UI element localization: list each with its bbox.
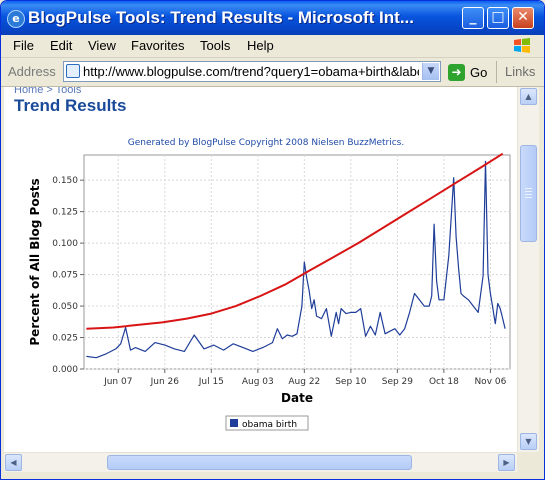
windows-logo-icon (514, 38, 530, 53)
links-button[interactable]: Links (505, 64, 536, 79)
x-tick-label: Aug 22 (288, 377, 320, 387)
menu-view[interactable]: View (88, 38, 116, 53)
page-icon (66, 64, 80, 78)
y-axis-label: Percent of All Blog Posts (28, 178, 42, 345)
title-bar[interactable]: e BlogPulse Tools: Trend Results - Micro… (1, 1, 544, 35)
menu-edit[interactable]: Edit (50, 38, 73, 53)
breadcrumb[interactable]: Home > Tools (14, 87, 82, 96)
scroll-right-button[interactable]: ▶ (498, 454, 515, 471)
menu-help[interactable]: Help (247, 38, 274, 53)
scroll-down-button[interactable]: ▼ (520, 433, 537, 450)
x-tick-label: Nov 06 (474, 377, 506, 387)
legend-swatch (230, 419, 238, 427)
address-url[interactable]: http://www.blogpulse.com/trend?query1=ob… (83, 64, 419, 79)
horizontal-scrollbar[interactable]: ◀ ▶ (4, 452, 517, 472)
window-title: BlogPulse Tools: Trend Results - Microso… (28, 8, 414, 27)
menu-favorites[interactable]: Favorites (131, 38, 185, 53)
menu-tools[interactable]: Tools (200, 38, 231, 53)
y-tick-label: 0.050 (52, 302, 78, 312)
status-bar (1, 472, 544, 479)
address-bar: Address http://www.blogpulse.com/trend?q… (1, 58, 544, 87)
y-tick-label: 0.100 (52, 239, 78, 249)
chart-subtitle: Generated by BlogPulse Copyright 2008 Ni… (128, 138, 404, 148)
page-title: Trend Results (14, 96, 127, 115)
chevron-down-icon[interactable]: ▼ (422, 63, 439, 80)
vertical-scrollbar[interactable]: ▲ ▼ (517, 87, 539, 452)
x-tick-label: Jun 07 (103, 377, 132, 387)
y-tick-label: 0.150 (52, 176, 78, 186)
trend-curve-line (86, 152, 504, 330)
y-tick-label: 0.075 (52, 271, 78, 281)
scrollbar-corner (517, 452, 539, 472)
legend-label: obama birth (242, 420, 297, 430)
legend: obama birth (225, 415, 309, 431)
maximize-button[interactable]: □ (487, 7, 509, 29)
plot-area (83, 154, 511, 370)
trend-chart: Generated by BlogPulse Copyright 2008 Ni… (28, 138, 511, 431)
vertical-scroll-thumb[interactable] (520, 145, 537, 242)
x-tick-label: Sep 10 (335, 377, 367, 387)
horizontal-scroll-thumb[interactable] (107, 455, 412, 470)
address-input[interactable]: http://www.blogpulse.com/trend?query1=ob… (63, 61, 441, 82)
scroll-up-button[interactable]: ▲ (520, 88, 537, 105)
y-tick-label: 0.000 (52, 365, 78, 375)
go-button[interactable]: Go (470, 65, 488, 80)
x-tick-label: Oct 18 (429, 377, 459, 387)
legend-box (225, 415, 309, 431)
menu-file[interactable]: File (13, 38, 34, 53)
x-axis-label: Date (281, 391, 313, 405)
obama-birth-series-line (86, 160, 506, 359)
go-arrow-icon[interactable]: ➜ (448, 64, 465, 81)
links-divider (496, 61, 497, 83)
address-label: Address (8, 64, 56, 79)
x-tick-label: Aug 03 (242, 377, 274, 387)
menu-bar: File Edit View Favorites Tools Help (1, 35, 544, 58)
y-tick-label: 0.025 (52, 334, 78, 344)
close-button[interactable]: ✕ (512, 7, 534, 29)
x-tick-label: Sep 29 (382, 377, 414, 387)
x-tick-label: Jun 26 (150, 377, 180, 387)
page-viewport: Home > Tools Trend Results Generated by … (4, 87, 517, 452)
ie-icon: e (7, 10, 25, 28)
y-tick-label: 0.125 (52, 208, 78, 218)
scroll-left-button[interactable]: ◀ (5, 454, 22, 471)
x-tick-label: Jul 15 (198, 377, 224, 387)
minimize-button[interactable]: _ (462, 7, 484, 29)
